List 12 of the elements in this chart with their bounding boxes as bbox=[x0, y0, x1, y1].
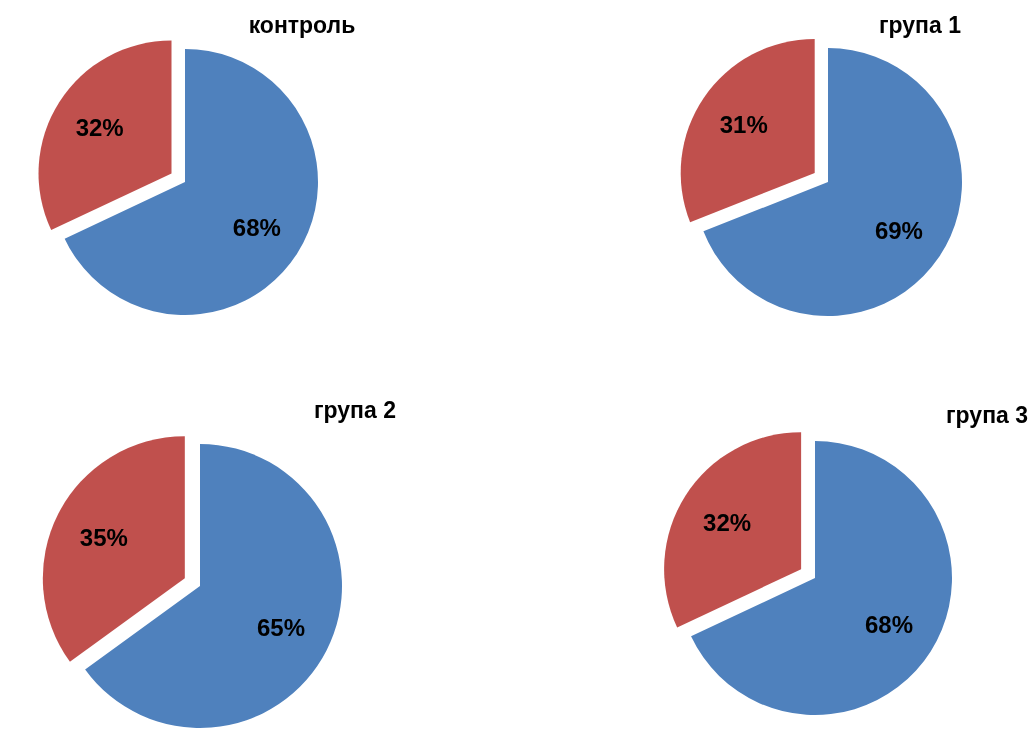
chart-title: контроль bbox=[248, 12, 356, 38]
data-label: 35% bbox=[79, 523, 128, 551]
data-label: 68% bbox=[865, 611, 914, 639]
data-label: 32% bbox=[703, 508, 752, 536]
chart-title: група 1 bbox=[879, 12, 962, 38]
data-label: 68% bbox=[232, 214, 281, 242]
data-label: 69% bbox=[874, 216, 923, 244]
chart-title: група 3 bbox=[946, 402, 1028, 428]
data-label: 31% bbox=[719, 111, 768, 139]
data-label: 65% bbox=[256, 613, 305, 641]
chart-title: група 2 bbox=[314, 397, 396, 423]
data-label: 32% bbox=[75, 114, 124, 142]
